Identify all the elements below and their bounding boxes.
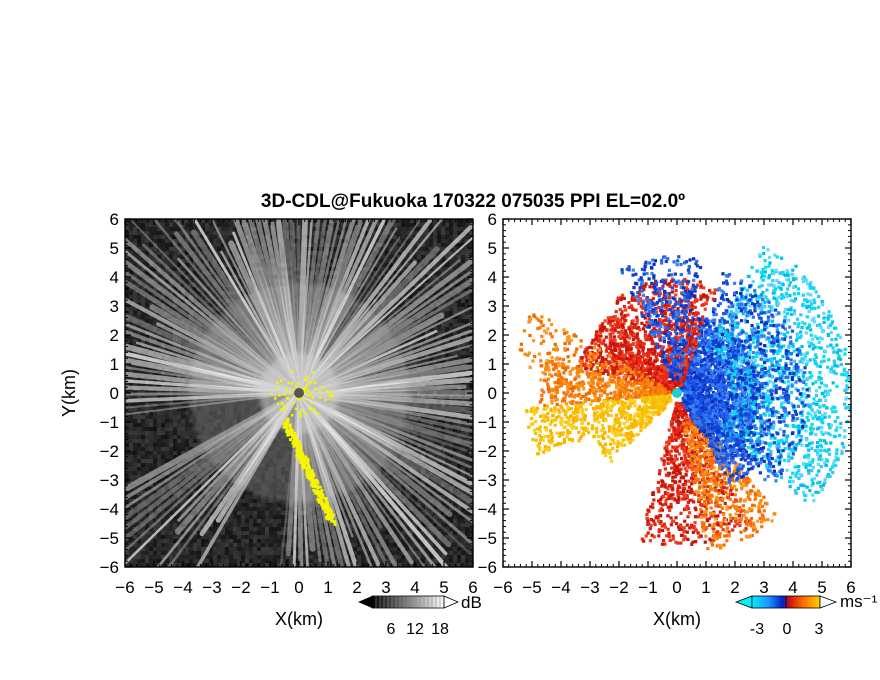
x-tick-label: 4	[410, 578, 419, 597]
y-tick-label: 1	[488, 355, 497, 374]
y-tick-label: −4	[100, 500, 119, 519]
x-tick-label: 3	[759, 578, 768, 597]
y-tick-label: 6	[488, 210, 497, 229]
site-marker-right	[672, 388, 682, 398]
x-tick-label: 6	[468, 578, 477, 597]
y-tick-label: 0	[110, 384, 119, 403]
y-tick-label: −1	[100, 413, 119, 432]
x-tick-label: 2	[352, 578, 361, 597]
y-tick-label: 5	[110, 239, 119, 258]
colorbar-snr-tick: 6	[387, 621, 396, 638]
colorbar-velocity-unit: ms⁻¹	[840, 592, 878, 611]
x-tick-label: −4	[551, 578, 570, 597]
x-tick-label: 4	[788, 578, 797, 597]
x-tick-label: −5	[144, 578, 163, 597]
x-tick-label: −6	[493, 578, 512, 597]
x-tick-label: −1	[260, 578, 279, 597]
y-tick-label: −3	[478, 471, 497, 490]
x-tick-label: −5	[522, 578, 541, 597]
y-tick-label: −4	[478, 500, 497, 519]
y-tick-label: −1	[478, 413, 497, 432]
colorbar-velocity: ms⁻¹ -3 0 3	[734, 592, 878, 638]
x-tick-label: −4	[173, 578, 192, 597]
colorbar-snr: dB 6 12 18	[358, 593, 482, 638]
y-tick-label: 4	[488, 268, 497, 287]
x-tick-label: −2	[231, 578, 250, 597]
x-tick-label: −6	[115, 578, 134, 597]
colorbar-snr-tick: 12	[406, 621, 424, 638]
x-axis-label-right: X(km)	[653, 609, 701, 629]
y-tick-label: −5	[478, 529, 497, 548]
y-tick-label: 2	[488, 326, 497, 345]
y-tick-label: 1	[110, 355, 119, 374]
x-tick-label: −3	[580, 578, 599, 597]
x-tick-label: 6	[846, 578, 855, 597]
y-tick-label: −5	[100, 529, 119, 548]
x-tick-label: 0	[672, 578, 681, 597]
x-tick-label: −3	[202, 578, 221, 597]
colorbar-velocity-tick: 0	[783, 621, 792, 638]
x-tick-label: 5	[817, 578, 826, 597]
x-tick-label: 1	[701, 578, 710, 597]
right-plot-area: −6 6 −5 5 −4 4 −3 3 −2 2 −1 1 0 0 1 −1 2 −2 3 −3 4 −4 5 −5 6 −6	[478, 210, 856, 597]
y-tick-label: 2	[110, 326, 119, 345]
x-tick-label: 2	[730, 578, 739, 597]
y-tick-label: 0	[488, 384, 497, 403]
y-tick-label: −2	[478, 442, 497, 461]
left-plot-area: −6 6 −5 5 −4 4 −3 3 −2 2 −1 1 0 0 1 −1 2 −2 3 −3 4 −4 5 −5 6 −6	[100, 210, 478, 597]
colorbar-velocity-tick: 3	[815, 621, 824, 638]
x-axis-label-left: X(km)	[275, 609, 323, 629]
colorbar-snr-unit: dB	[461, 593, 482, 612]
y-tick-label: 4	[110, 268, 119, 287]
x-tick-label: 1	[323, 578, 332, 597]
colorbar-velocity-tick: -3	[750, 621, 764, 638]
y-tick-label: 6	[110, 210, 119, 229]
y-tick-label: 5	[488, 239, 497, 258]
y-tick-label: 3	[488, 297, 497, 316]
y-tick-label: −2	[100, 442, 119, 461]
y-tick-label: −6	[100, 558, 119, 577]
chart-title: 3D-CDL@Fukuoka 170322 075035 PPI EL=02.0…	[261, 191, 685, 212]
x-tick-label: 5	[439, 578, 448, 597]
y-tick-label: −6	[478, 558, 497, 577]
x-tick-label: 0	[294, 578, 303, 597]
y-tick-label: 3	[110, 297, 119, 316]
y-tick-label: −3	[100, 471, 119, 490]
x-tick-label: −1	[638, 578, 657, 597]
x-tick-label: −2	[609, 578, 628, 597]
colorbar-snr-tick: 18	[431, 621, 449, 638]
site-marker-left	[294, 388, 304, 398]
y-axis-label: Y(km)	[59, 369, 79, 417]
x-tick-label: 3	[381, 578, 390, 597]
